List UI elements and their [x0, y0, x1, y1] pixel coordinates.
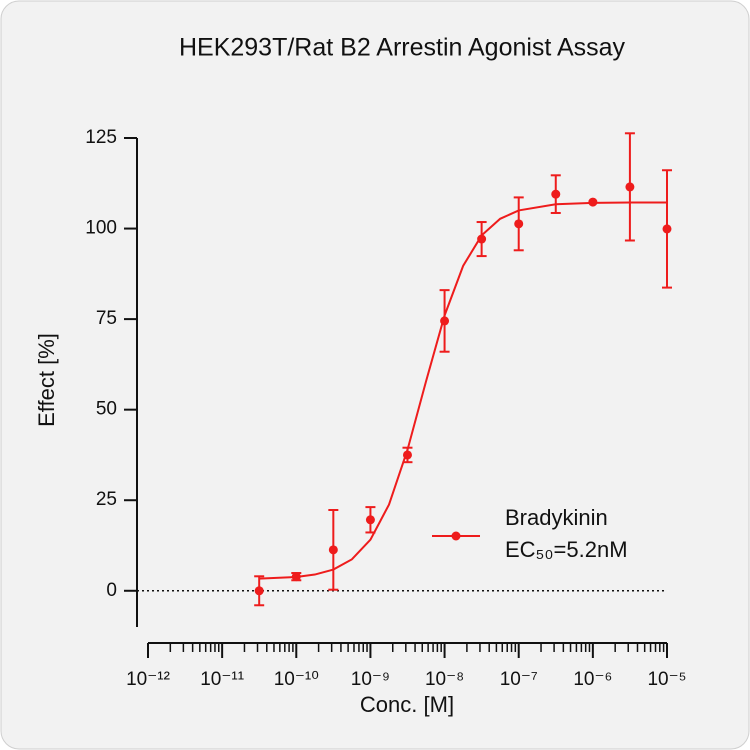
- data-point: [402, 450, 412, 460]
- y-tick-label: 100: [85, 218, 117, 239]
- x-tick-label: 10⁻⁹: [351, 669, 390, 690]
- data-point: [328, 545, 338, 555]
- data-point: [588, 197, 598, 207]
- data-point: [477, 234, 487, 244]
- x-tick-label: 10⁻⁸: [425, 669, 464, 690]
- y-tick-label: 25: [96, 489, 117, 510]
- data-point: [291, 572, 301, 582]
- x-tick-label: 10⁻¹²: [126, 669, 170, 690]
- data-point: [551, 189, 561, 199]
- y-tick-label: 75: [96, 308, 117, 329]
- fit-curve: [259, 201, 667, 580]
- data-point: [440, 316, 450, 326]
- x-axis-label: Conc. [M]: [360, 692, 454, 717]
- data-point: [662, 224, 672, 234]
- data-point: [625, 182, 635, 192]
- y-tick-label: 125: [85, 127, 117, 148]
- x-tick-label: 10⁻⁵: [647, 669, 686, 690]
- legend-label: Bradykinin: [505, 505, 608, 530]
- x-tick-label: 10⁻¹⁰: [274, 669, 319, 690]
- data-point: [514, 219, 524, 229]
- x-tick-label: 10⁻⁷: [500, 669, 538, 690]
- y-axis-label: Effect [%]: [34, 333, 59, 427]
- y-tick-label: 0: [106, 580, 117, 601]
- legend-marker: [451, 531, 461, 541]
- chart-title: HEK293T/Rat B2 Arrestin Agonist Assay: [179, 34, 626, 62]
- x-tick-label: 10⁻¹¹: [200, 669, 244, 690]
- data-point: [254, 586, 264, 596]
- x-tick-label: 10⁻⁶: [573, 669, 612, 690]
- y-tick-label: 50: [96, 399, 117, 420]
- data-point: [365, 515, 375, 525]
- legend-annotation: EC₅₀=5.2nM: [505, 537, 628, 562]
